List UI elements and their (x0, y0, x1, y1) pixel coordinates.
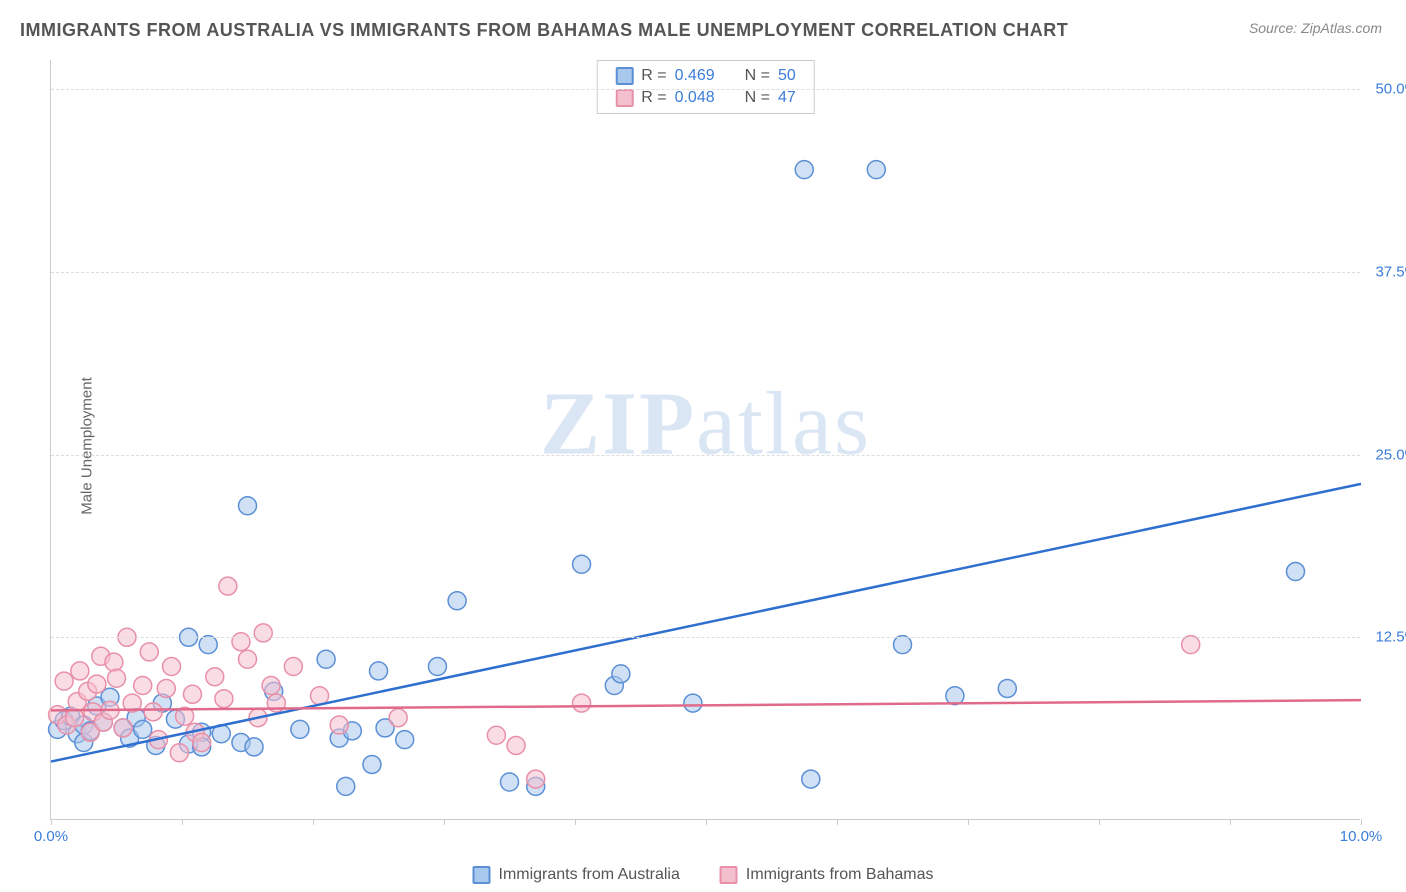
x-tick-label: 10.0% (1340, 828, 1383, 845)
legend-swatch (615, 89, 633, 107)
scatter-point (337, 777, 355, 795)
scatter-point (802, 770, 820, 788)
legend-bottom-label: Immigrants from Australia (499, 866, 680, 884)
trend-line (51, 484, 1361, 762)
legend-n-label: N = (745, 89, 770, 107)
scatter-point (134, 677, 152, 695)
scatter-point (448, 592, 466, 610)
y-tick-label: 25.0% (1375, 446, 1406, 463)
chart-container: IMMIGRANTS FROM AUSTRALIA VS IMMIGRANTS … (0, 0, 1406, 892)
legend-swatch (473, 866, 491, 884)
scatter-point (144, 703, 162, 721)
plot-area: ZIPatlas R =0.469N =50R =0.048N =47 12.5… (50, 60, 1360, 820)
y-tick-label: 37.5% (1375, 263, 1406, 280)
gridline (51, 455, 1360, 456)
scatter-point (215, 690, 233, 708)
scatter-point (88, 675, 106, 693)
legend-top-row: R = 0.469 N = 50 (615, 67, 796, 85)
scatter-point (501, 773, 519, 791)
scatter-point (55, 672, 73, 690)
scatter-point (894, 636, 912, 654)
legend-r-label: R = (641, 67, 666, 85)
scatter-point (134, 720, 152, 738)
scatter-point (363, 755, 381, 773)
y-tick-label: 12.5% (1375, 629, 1406, 646)
legend-bottom-item: Immigrants from Bahamas (720, 866, 934, 884)
scatter-point (1182, 636, 1200, 654)
x-tick-mark (1230, 819, 1231, 825)
trend-line (51, 700, 1361, 710)
legend-n-value: 50 (778, 67, 796, 85)
gridline (51, 637, 1360, 638)
scatter-point (157, 679, 175, 697)
x-tick-mark (1099, 819, 1100, 825)
scatter-point (199, 636, 217, 654)
scatter-point (317, 650, 335, 668)
scatter-point (487, 726, 505, 744)
scatter-point (114, 719, 132, 737)
x-tick-mark (51, 819, 52, 825)
chart-source: Source: ZipAtlas.com (1249, 20, 1382, 36)
scatter-point (998, 679, 1016, 697)
gridline (51, 89, 1360, 90)
scatter-point (527, 770, 545, 788)
x-tick-mark (837, 819, 838, 825)
legend-bottom-label: Immigrants from Bahamas (746, 866, 934, 884)
scatter-point (193, 734, 211, 752)
gridline (51, 272, 1360, 273)
x-tick-mark (706, 819, 707, 825)
scatter-point (140, 643, 158, 661)
scatter-point (291, 720, 309, 738)
plot-svg (51, 60, 1360, 819)
scatter-point (867, 161, 885, 179)
scatter-point (232, 633, 250, 651)
scatter-point (105, 653, 123, 671)
scatter-point (170, 744, 188, 762)
scatter-point (428, 658, 446, 676)
scatter-point (330, 716, 348, 734)
scatter-point (389, 709, 407, 727)
scatter-point (1287, 563, 1305, 581)
scatter-point (163, 658, 181, 676)
legend-bottom-item: Immigrants from Australia (473, 866, 680, 884)
scatter-point (684, 694, 702, 712)
x-tick-mark (182, 819, 183, 825)
x-tick-mark (575, 819, 576, 825)
scatter-point (239, 497, 257, 515)
legend-n-value: 47 (778, 89, 796, 107)
scatter-point (108, 669, 126, 687)
scatter-point (370, 662, 388, 680)
legend-top-row: R = 0.048 N = 47 (615, 89, 796, 107)
legend-n-label: N = (745, 67, 770, 85)
scatter-point (254, 624, 272, 642)
scatter-point (245, 738, 263, 756)
scatter-point (206, 668, 224, 686)
scatter-point (262, 677, 280, 695)
legend-bottom: Immigrants from Australia Immigrants from… (473, 866, 934, 884)
scatter-point (573, 694, 591, 712)
legend-r-value: 0.469 (675, 67, 715, 85)
y-tick-label: 50.0% (1375, 81, 1406, 98)
scatter-point (507, 736, 525, 754)
scatter-point (284, 658, 302, 676)
x-tick-mark (444, 819, 445, 825)
scatter-point (612, 665, 630, 683)
legend-swatch (720, 866, 738, 884)
x-tick-mark (313, 819, 314, 825)
x-tick-mark (968, 819, 969, 825)
scatter-point (396, 731, 414, 749)
chart-title: IMMIGRANTS FROM AUSTRALIA VS IMMIGRANTS … (20, 20, 1068, 41)
scatter-point (183, 685, 201, 703)
scatter-point (795, 161, 813, 179)
legend-top: R = 0.469 N = 50 R = 0.048 N = 47 (596, 60, 815, 114)
x-tick-label: 0.0% (34, 828, 68, 845)
x-tick-mark (1361, 819, 1362, 825)
legend-r-value: 0.048 (675, 89, 715, 107)
legend-r-label: R = (641, 89, 666, 107)
legend-swatch (615, 67, 633, 85)
scatter-point (239, 650, 257, 668)
scatter-point (71, 662, 89, 680)
scatter-point (573, 555, 591, 573)
scatter-point (219, 577, 237, 595)
